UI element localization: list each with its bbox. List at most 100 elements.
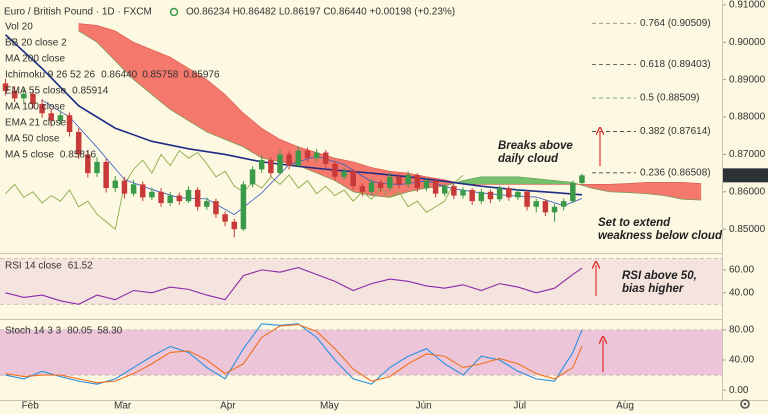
- candle-body: [414, 174, 421, 189]
- candle-body: [524, 191, 530, 207]
- y-tick-label: 0.89000: [729, 74, 766, 85]
- candle-body: [11, 90, 18, 99]
- y-tick-label: 0.85000: [729, 224, 766, 235]
- annotation: daily cloud: [498, 153, 559, 165]
- indicator-label: RSI 14 close: [5, 261, 62, 272]
- x-tick-label: Mar: [114, 401, 132, 412]
- candle-body: [533, 201, 539, 207]
- status-icon: [169, 7, 179, 17]
- cloud-segment: [499, 176, 519, 185]
- candle-body: [103, 161, 109, 189]
- indicator-line: [5, 323, 583, 384]
- candle-body: [496, 188, 503, 200]
- candle-body: [551, 206, 558, 213]
- indicator-label: MA 200 close: [5, 54, 65, 65]
- indicator-line: [5, 267, 583, 305]
- indicator-value: 0.85758: [142, 70, 179, 81]
- candle-body: [323, 152, 329, 164]
- ohlc-readout: O0.86234 H0.86482 L0.86197 C0.86440 +0.0…: [186, 7, 455, 18]
- fib-label: 0.618 (0.89403): [640, 59, 711, 70]
- candle-body: [66, 115, 73, 132]
- indicator-label: MA 50 close: [5, 134, 60, 145]
- y-tick-label: 0.87000: [729, 149, 766, 160]
- x-tick-label: Feb: [22, 401, 40, 412]
- x-tick-label: Jul: [513, 401, 526, 412]
- annotation: RSI above 50,: [622, 270, 697, 282]
- candle-body: [304, 150, 311, 159]
- candle-body: [387, 176, 393, 189]
- settings-icon[interactable]: [740, 399, 750, 409]
- indicator-value: 0.85914: [72, 86, 109, 97]
- candle-body: [469, 189, 475, 202]
- candle-body: [313, 152, 320, 159]
- overlay-line: [5, 150, 464, 231]
- indicator-label: MA 100 close: [5, 102, 65, 113]
- cloud-span-b: [78, 23, 701, 185]
- candle-body: [112, 180, 119, 189]
- candle-body: [231, 221, 238, 230]
- indicator-value: 0.86440: [101, 70, 138, 81]
- annotation: Breaks above: [498, 140, 573, 152]
- x-tick-label: Jun: [416, 401, 432, 412]
- candle-body: [2, 83, 9, 91]
- candle-body: [432, 180, 439, 194]
- candle-body: [222, 214, 228, 222]
- x-tick-label: Aug: [616, 401, 634, 412]
- candle-body: [176, 195, 183, 202]
- plot: 0.91000 0.90000 0.89000 0.88000 0.87000 0.860…: [0, 0, 768, 396]
- y-tick-label: 0.90000: [729, 37, 766, 48]
- indicator-label: MA 5 close: [5, 150, 54, 161]
- indicator-label: EMA 55 close: [5, 86, 67, 97]
- candle-body: [121, 180, 128, 194]
- candle-body: [350, 171, 356, 187]
- fib-label: 0.236 (0.86508): [640, 167, 711, 178]
- candle-body: [149, 191, 155, 198]
- candle-body: [377, 182, 384, 189]
- last-price-tag: [723, 168, 768, 183]
- candle-body: [258, 160, 265, 170]
- candle-body: [75, 131, 82, 155]
- candle-body: [130, 184, 137, 194]
- candle-body: [295, 150, 302, 166]
- indicator-label: Stoch 14 3 3: [5, 326, 62, 337]
- y-tick-label: 80.00: [729, 324, 754, 335]
- cloud-segment: [627, 182, 647, 194]
- cloud-segment: [609, 183, 628, 193]
- annotation: Set to extend: [598, 217, 671, 229]
- candle-body: [570, 183, 576, 202]
- indicator-label: BB 20 close 2: [5, 38, 67, 49]
- x-tick-label: May: [320, 401, 339, 412]
- candle-body: [268, 160, 274, 174]
- chart-title: Euro / British Pound · 1D · FXCM: [4, 7, 152, 18]
- gear-center: [743, 402, 747, 406]
- candle-body: [451, 186, 457, 196]
- fib-label: 0.382 (0.87614): [640, 126, 711, 137]
- candle-body: [213, 201, 219, 215]
- candle-body: [204, 201, 210, 207]
- candle-body: [85, 154, 91, 174]
- x-tick-label: Apr: [220, 401, 236, 412]
- candle-body: [48, 113, 54, 121]
- candle-body: [396, 176, 402, 185]
- indicator-value: 80.05: [67, 326, 92, 337]
- y-tick-label: 40.00: [729, 287, 754, 298]
- fib-label: 0.5 (0.88509): [640, 93, 700, 104]
- candle-body: [158, 191, 164, 204]
- candle-body: [185, 189, 192, 202]
- indicator-label: Vol 20: [5, 22, 33, 33]
- candle-body: [167, 195, 173, 204]
- gear[interactable]: [740, 399, 750, 409]
- indicator-value: 0.85976: [183, 70, 220, 81]
- candle-body: [405, 174, 411, 185]
- candle-body: [277, 154, 283, 174]
- candle-body: [94, 161, 100, 174]
- candle-body: [249, 169, 256, 185]
- cloud-segment: [481, 176, 500, 185]
- fib-label: 0.764 (0.90509): [640, 18, 711, 29]
- candle-body: [506, 188, 512, 198]
- annotation: weakness below cloud: [598, 230, 723, 242]
- indicator-value: 0.85816: [60, 150, 97, 161]
- y-tick-label: 0.88000: [729, 112, 766, 123]
- candle-body: [332, 163, 338, 177]
